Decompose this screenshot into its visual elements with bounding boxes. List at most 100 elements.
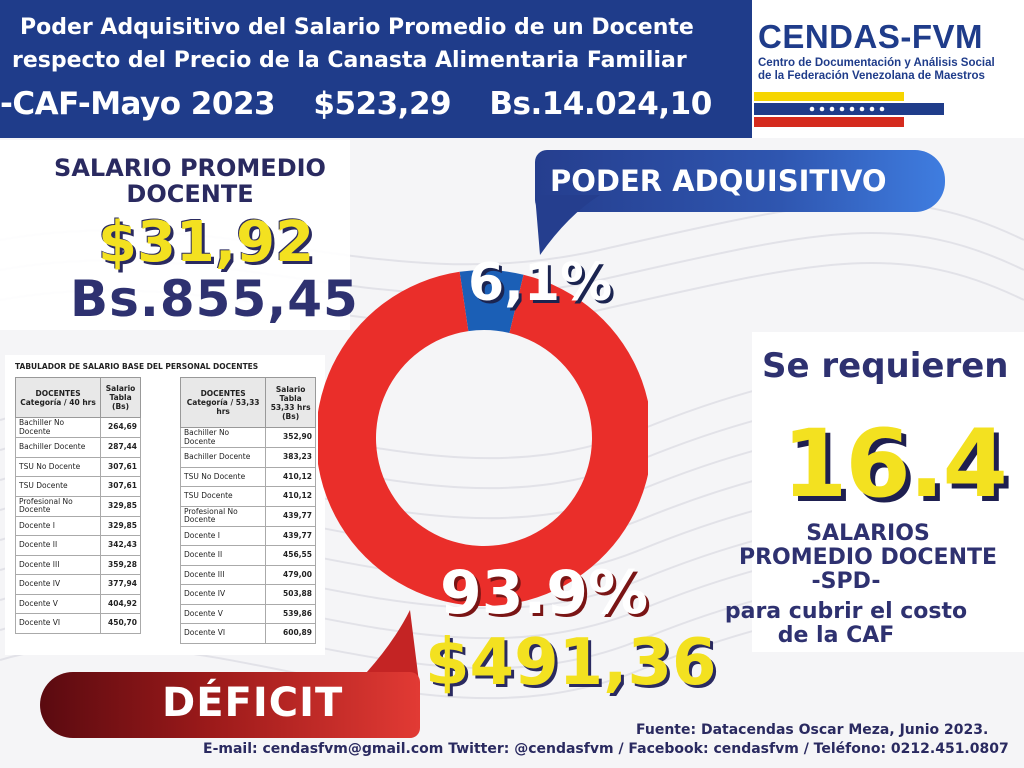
table1-salary-cell: 377,94 — [100, 574, 141, 595]
table2-salary-cell: 479,00 — [265, 564, 316, 585]
table2-category-cell: Docente II — [179, 545, 267, 566]
table1-salary-cell: 450,70 — [100, 613, 141, 634]
poder-percentage: 6,1% — [468, 253, 613, 313]
table1-header-salary: Salario Tabla (Bs) — [100, 377, 141, 418]
logo-subtitle-2: de la Federación Venezolana de Maestros — [758, 70, 985, 82]
table2-row: Docente IV 503,88 — [179, 584, 316, 605]
table1-category-cell: Bachiller No Docente — [14, 417, 102, 438]
table2-salary-cell: 439,77 — [265, 505, 316, 527]
donut-slice-poder-adquisitivo — [459, 270, 524, 334]
table2-row: TSU No Docente 410,12 — [179, 466, 316, 487]
table1-category-cell: Docente I — [14, 515, 102, 536]
table2-salary-cell: 410,12 — [265, 486, 316, 507]
table2-salary-cell: 410,12 — [265, 466, 316, 487]
table2-row: Bachiller No Docente 352,90 — [179, 427, 316, 448]
table2-header-category: DOCENTES Categoría / 53,33 hrs — [179, 377, 267, 428]
table2-salary-cell: 456,55 — [265, 545, 316, 566]
source-credit: Fuente: Datacendas Oscar Meza, Junio 202… — [636, 722, 989, 738]
table2-category-cell: Docente VI — [179, 623, 267, 644]
table1-salary-cell: 329,85 — [100, 495, 141, 517]
deficit-pointer-shape — [350, 610, 420, 690]
table1-category-cell: Docente II — [14, 535, 102, 556]
logo-name: CENDAS-FVM — [758, 18, 983, 55]
table1-row: Bachiller No Docente 264,69 — [14, 417, 141, 438]
table2-category-cell: Bachiller Docente — [179, 447, 267, 468]
table2-row: Bachiller Docente 383,23 — [179, 447, 316, 468]
salary-usd: $31,92 — [98, 210, 315, 275]
salary-table-40h: DOCENTES Categoría / 40 hrs Salario Tabl… — [14, 377, 141, 634]
required-line-caf: de la CAF — [777, 623, 895, 648]
caf-label: -CAF-Mayo 2023 — [0, 86, 276, 122]
required-line-salarios: SALARIOS — [806, 521, 930, 546]
table1-category-cell: TSU Docente — [14, 476, 102, 497]
table1-category-cell: TSU No Docente — [14, 456, 102, 477]
table2-category-cell: TSU Docente — [179, 486, 267, 507]
required-line-cubrir: para cubrir el costo — [724, 599, 968, 624]
table1-salary-cell: 264,69 — [100, 417, 141, 438]
header-caf-line: -CAF-Mayo 2023 $523,29 Bs.14.024,10 — [0, 86, 740, 122]
logo-subtitle-1: Centro de Documentación y Análisis Socia… — [758, 57, 995, 69]
table1-row: Docente IV 377,94 — [14, 574, 141, 595]
tabulator-panel: TABULADOR DE SALARIO BASE DEL PERSONAL D… — [5, 355, 325, 655]
table2-row: TSU Docente 410,12 — [179, 486, 316, 507]
required-number: 16.4 — [782, 410, 1008, 519]
table2-category-cell: Bachiller No Docente — [179, 427, 267, 448]
deficit-percentage: 93.9% — [440, 558, 649, 628]
table2-row: Docente I 439,77 — [179, 525, 316, 546]
table1-row: Docente I 329,85 — [14, 515, 141, 536]
tabulator-title: TABULADOR DE SALARIO BASE DEL PERSONAL D… — [15, 362, 259, 371]
table1-row: Docente III 359,28 — [14, 554, 141, 575]
table1-salary-cell: 359,28 — [100, 554, 141, 575]
deficit-banner — [40, 672, 420, 738]
table1-row: Docente V 404,92 — [14, 593, 141, 614]
table1-salary-cell: 307,61 — [100, 456, 141, 477]
table2-category-cell: Docente III — [179, 564, 267, 585]
table2-row: Docente VI 600,89 — [179, 623, 316, 644]
required-heading: Se requieren — [762, 346, 1009, 386]
contact-info: E-mail: cendasfvm@gmail.com Twitter: @ce… — [203, 741, 1009, 757]
caf-usd: $523,29 — [313, 86, 452, 122]
table2-category-cell: Docente I — [179, 525, 267, 546]
table2-category-cell: Profesional No Docente — [179, 505, 267, 527]
required-line-spd: -SPD- — [811, 569, 881, 594]
deficit-label: DÉFICIT — [162, 680, 344, 726]
caf-bs: Bs.14.024,10 — [489, 86, 712, 122]
table1-salary-cell: 342,43 — [100, 535, 141, 556]
salary-table-53h: DOCENTES Categoría / 53,33 hrs Salario T… — [179, 377, 316, 644]
table1-salary-cell: 307,61 — [100, 476, 141, 497]
table2-category-cell: Docente IV — [179, 584, 267, 605]
table2-row: Docente V 539,86 — [179, 603, 316, 624]
table1-category-cell: Bachiller Docente — [14, 437, 102, 458]
table1-row: Docente VI 450,70 — [14, 613, 141, 634]
table2-salary-cell: 503,88 — [265, 584, 316, 605]
table1-salary-cell: 404,92 — [100, 593, 141, 614]
table2-header-salary: Salario Tabla 53,33 hrs (Bs) — [265, 377, 316, 428]
venezuela-flag-icon — [754, 92, 944, 127]
table2-row: Docente II 456,55 — [179, 545, 316, 566]
table2-salary-cell: 383,23 — [265, 447, 316, 468]
table1-row: Profesional No Docente 329,85 — [14, 495, 141, 517]
table1-row: TSU Docente 307,61 — [14, 476, 141, 497]
deficit-usd: $491,36 — [425, 626, 717, 700]
table2-salary-cell: 352,90 — [265, 427, 316, 448]
table1-category-cell: Profesional No Docente — [14, 495, 102, 517]
table1-category-cell: Docente V — [14, 593, 102, 614]
table2-row: Profesional No Docente 439,77 — [179, 505, 316, 527]
table2-salary-cell: 539,86 — [265, 603, 316, 624]
header-banner: Poder Adquisitivo del Salario Promedio d… — [0, 0, 752, 138]
donut-slice-deficit — [318, 271, 648, 606]
table2-category-cell: Docente V — [179, 603, 267, 624]
donut-chart — [318, 270, 648, 606]
poder-adquisitivo-banner — [535, 150, 945, 212]
table2-row: Docente III 479,00 — [179, 564, 316, 585]
table1-category-cell: Docente III — [14, 554, 102, 575]
table1-category-cell: Docente IV — [14, 574, 102, 595]
required-line-promedio: PROMEDIO DOCENTE — [738, 545, 998, 570]
table1-category-cell: Docente VI — [14, 613, 102, 634]
table1-row: Bachiller Docente 287,44 — [14, 437, 141, 458]
header-title-line2: respecto del Precio de la Canasta Alimen… — [12, 48, 687, 73]
salary-bs: Bs.855,45 — [70, 270, 359, 328]
salary-title-line1: SALARIO PROMEDIO — [54, 154, 326, 182]
table1-header-category: DOCENTES Categoría / 40 hrs — [14, 377, 102, 418]
table1-salary-cell: 329,85 — [100, 515, 141, 536]
